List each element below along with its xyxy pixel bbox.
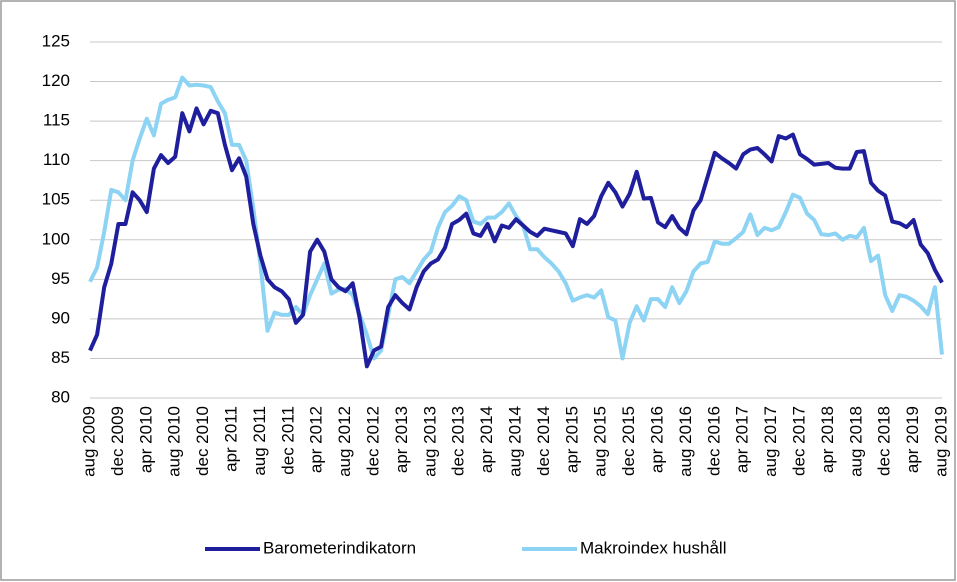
y-tick-label: 80	[51, 387, 70, 406]
x-tick-label: apr 2013	[392, 406, 411, 473]
x-tick-label: apr 2011	[221, 406, 240, 472]
legend-label: Makroindex hushåll	[580, 538, 726, 557]
x-tick-label: apr 2010	[136, 406, 155, 473]
y-tick-label: 90	[51, 308, 70, 327]
x-tick-label: apr 2012	[307, 406, 326, 473]
x-tick-label: dec 2017	[789, 406, 808, 476]
y-tick-label: 105	[42, 190, 70, 209]
series-line	[88, 75, 944, 361]
x-tick-label: aug 2012	[335, 406, 354, 477]
y-tick-label: 110	[43, 150, 70, 169]
y-tick-label: 95	[51, 269, 70, 288]
x-tick-label: apr 2017	[733, 406, 752, 473]
y-tick-label: 125	[42, 31, 70, 50]
x-tick-label: aug 2016	[676, 406, 695, 477]
x-tick-label: dec 2016	[704, 406, 723, 476]
x-tick-label: apr 2019	[903, 406, 922, 473]
x-tick-label: dec 2015	[619, 406, 638, 476]
x-tick-label: aug 2010	[165, 406, 184, 477]
x-tick-label: apr 2014	[477, 406, 496, 473]
x-tick-label: aug 2009	[79, 406, 98, 477]
x-tick-label: dec 2013	[449, 406, 468, 476]
x-tick-label: aug 2013	[420, 406, 439, 477]
x-tick-label: aug 2011	[250, 406, 269, 476]
x-tick-label: aug 2017	[761, 406, 780, 477]
x-tick-label: dec 2010	[193, 406, 212, 476]
series-line	[88, 106, 944, 369]
x-tick-label: dec 2014	[534, 406, 553, 476]
x-tick-label: aug 2019	[931, 406, 950, 477]
legend-label: Barometerindikatorn	[263, 538, 416, 557]
x-tick-label: dec 2012	[363, 406, 382, 476]
x-tick-label: dec 2011	[278, 406, 297, 475]
x-tick-label: apr 2016	[647, 406, 666, 473]
y-tick-label: 100	[42, 229, 70, 248]
x-tick-label: aug 2015	[591, 406, 610, 477]
x-tick-label: dec 2009	[108, 406, 127, 476]
x-tick-label: aug 2014	[505, 406, 524, 477]
x-tick-label: apr 2018	[818, 406, 837, 473]
y-tick-label: 120	[42, 71, 70, 90]
x-tick-label: dec 2018	[875, 406, 894, 476]
x-tick-label: apr 2015	[562, 406, 581, 473]
y-tick-label: 85	[51, 348, 70, 367]
y-tick-label: 115	[43, 111, 70, 130]
x-tick-label: aug 2018	[846, 406, 865, 477]
